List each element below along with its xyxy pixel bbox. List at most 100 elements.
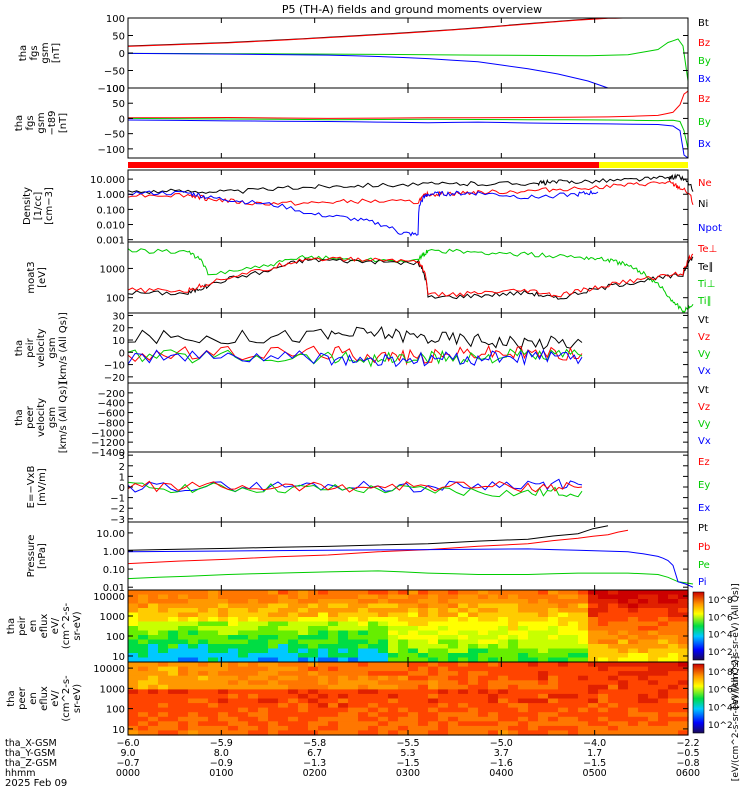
y-tick-label: −200 (98, 389, 125, 400)
spectrogram-cell (258, 721, 269, 727)
spectrogram-cell (558, 590, 569, 596)
spectrogram-cell (448, 712, 459, 718)
spectrogram-cell (648, 635, 659, 641)
spectrogram-cell (278, 648, 289, 654)
spectrogram-cell (148, 639, 159, 645)
spectrogram-cell (578, 716, 589, 722)
spectrogram-cell (278, 653, 289, 659)
spectrogram-cell (438, 703, 449, 709)
spectrogram-cell (358, 707, 369, 713)
spectrogram-cell (308, 684, 319, 690)
spectrogram-cell (198, 608, 209, 614)
spectrogram-cell (358, 608, 369, 614)
spectrogram-cell (238, 730, 249, 736)
spectrogram-cell (278, 703, 289, 709)
spectrogram-cell (128, 689, 139, 695)
spectrogram-cell (428, 648, 439, 654)
spectrogram-cell (338, 590, 349, 596)
spectrogram-cell (288, 703, 299, 709)
spectrogram-cell (248, 612, 259, 618)
spectrogram-cell (288, 707, 299, 713)
spectrogram-cell (478, 603, 489, 609)
spectrogram-cell (378, 621, 389, 627)
spectrogram-cell (578, 644, 589, 650)
spectrogram-cell (468, 639, 479, 645)
spectrogram-cell (398, 693, 409, 700)
spectrogram-cell (638, 707, 649, 713)
spectrogram-cell (668, 630, 679, 636)
spectrogram-cell (438, 671, 449, 677)
spectrogram-cell (388, 594, 399, 600)
spectrogram-cell (488, 608, 499, 614)
spectrogram-cell (518, 612, 529, 618)
y-tick-label: 0.001 (96, 236, 125, 247)
spectrogram-cell (158, 626, 169, 632)
spectrogram-cell (238, 621, 249, 627)
spectrogram-cell (548, 693, 559, 700)
spectrogram-cell (408, 639, 419, 645)
spectrogram-cell (318, 689, 329, 695)
spectrogram-cell (338, 698, 349, 704)
spectrogram-cell (378, 730, 389, 736)
y-tick-label: −1400 (91, 448, 125, 459)
spectrogram-cell (128, 730, 139, 736)
spectrogram-cell (628, 630, 639, 636)
spectrogram-cell (508, 653, 519, 659)
spectrogram-cell (538, 689, 549, 695)
spectrogram-cell (138, 707, 149, 713)
spectrogram-cell (338, 648, 349, 654)
spectrogram-cell (258, 730, 269, 736)
spectrogram-cell (628, 590, 639, 596)
spectrogram-cell (228, 608, 239, 614)
spectrogram-cell (438, 630, 449, 636)
spectrogram-cell (348, 684, 359, 690)
spectrogram-cell (128, 675, 139, 681)
spectrogram-cell (538, 626, 549, 632)
y-tick-label: −50 (104, 130, 125, 141)
spectrogram-cell (678, 662, 689, 668)
spectrogram-cell (418, 721, 429, 727)
spectrogram-cell (528, 662, 539, 668)
y-axis-label: sr-eV) (72, 611, 83, 640)
spectrogram-cell (358, 644, 369, 650)
spectrogram-cell (128, 684, 139, 690)
spectrogram-cell (538, 594, 549, 600)
spectrogram-cell (298, 603, 309, 609)
spectrogram-cell (148, 730, 159, 736)
spectrogram-cell (178, 707, 189, 713)
spectrogram-cell (668, 707, 679, 713)
panel-frame (127, 451, 689, 523)
spectrogram-cell (348, 648, 359, 654)
spectrogram-cell (278, 730, 289, 736)
spectrogram-cell (638, 725, 649, 732)
spectrogram-cell (588, 721, 599, 727)
spectrogram-cell (458, 657, 469, 663)
spectrogram-cell (658, 716, 669, 722)
spectrogram-cell (468, 684, 479, 690)
spectrogram-cell (268, 712, 279, 718)
spectrogram-cell (418, 684, 429, 690)
spectrogram-cell (458, 639, 469, 645)
y-axis-label: [eV] (37, 267, 48, 288)
spectrogram-cell (658, 617, 669, 623)
spectrogram-cell (188, 730, 199, 736)
spectrogram-cell (508, 712, 519, 718)
spectrogram-cell (328, 612, 339, 618)
spectrogram-cell (238, 644, 249, 650)
spectrogram-cell (228, 689, 239, 695)
spectrogram-cell (328, 653, 339, 659)
spectrogram-cell (448, 630, 459, 636)
spectrogram-cell (328, 599, 339, 605)
spectrogram-cell (268, 644, 279, 650)
spectrogram-cell (198, 653, 209, 659)
spectrogram-cell (668, 725, 679, 732)
spectrogram-cell (218, 608, 229, 614)
spectrogram-cell (248, 666, 259, 672)
spectrogram-cell (178, 603, 189, 609)
spectrogram-cell (538, 721, 549, 727)
spectrogram-cell (168, 666, 179, 672)
spectrogram-cell (478, 716, 489, 722)
spectrogram-cell (138, 603, 149, 609)
spectrogram-cell (638, 703, 649, 709)
